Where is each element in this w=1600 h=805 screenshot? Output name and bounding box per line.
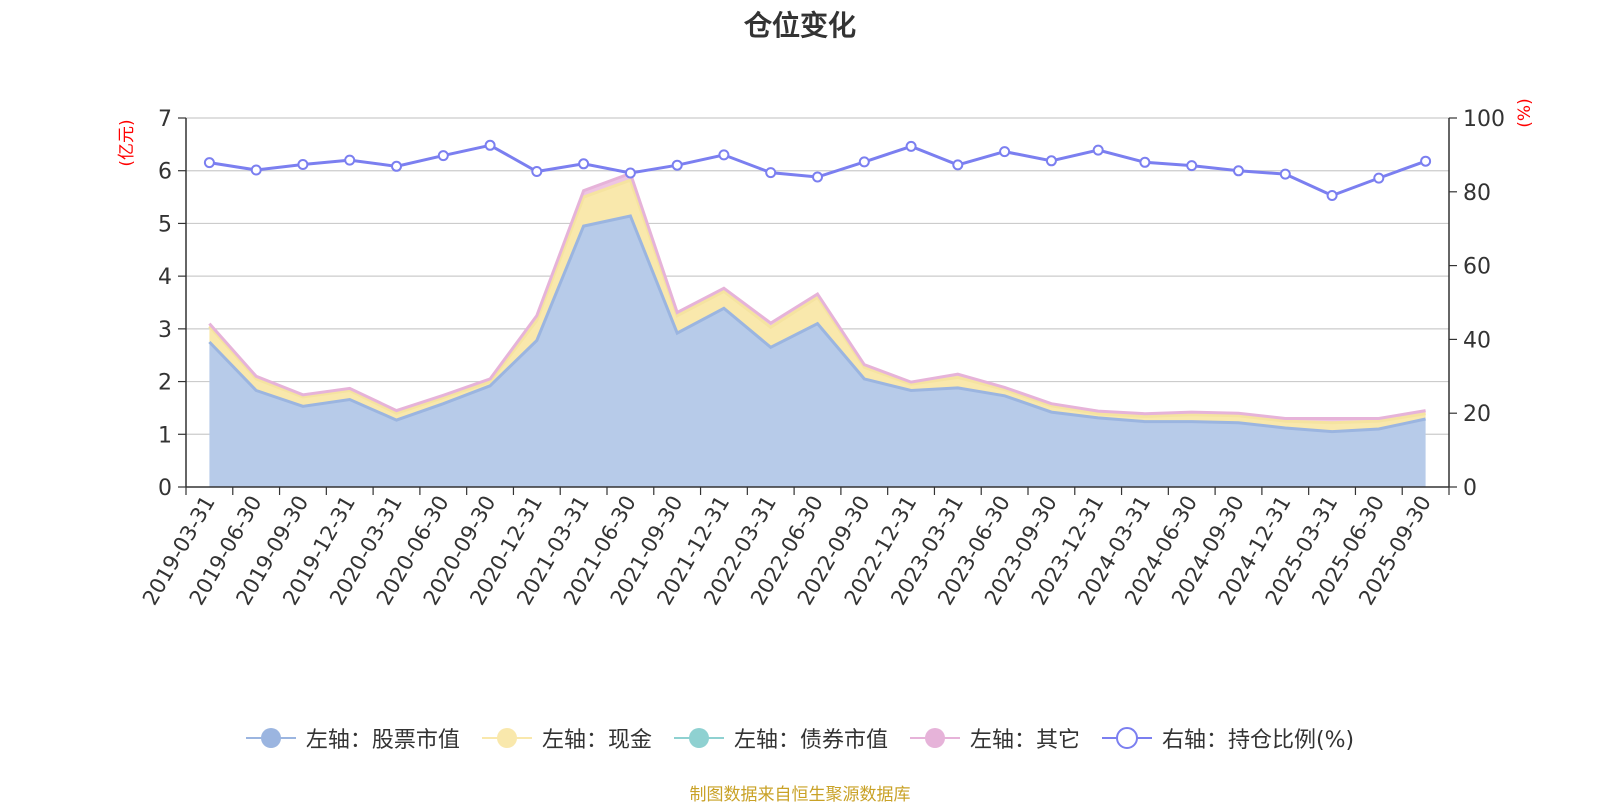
- legend-dot: [688, 728, 709, 748]
- legend-item-other[interactable]: 左轴：其它: [909, 722, 1080, 754]
- right-tick-label: 20: [1463, 402, 1491, 427]
- ratio-point: [858, 156, 870, 168]
- area-cash: [209, 180, 1426, 432]
- left-tick-label: 2: [158, 371, 172, 396]
- ratio-point: [624, 167, 636, 179]
- data-source-note: 制图数据来自恒生聚源数据库: [689, 785, 911, 805]
- legend-marker-stock: [245, 728, 296, 748]
- left-tick-label: 4: [158, 265, 172, 290]
- ratio-point: [999, 146, 1011, 158]
- ratio-point: [812, 171, 823, 183]
- left-axis-title: (亿元): [117, 119, 137, 166]
- ratio-point: [671, 159, 683, 171]
- legend-item-ratio[interactable]: 右轴：持仓比例(%): [1101, 722, 1355, 754]
- left-tick-label: 0: [158, 476, 172, 501]
- legend-marker-other: [909, 728, 960, 748]
- right-tick-label: 100: [1463, 107, 1505, 132]
- area-stock-line: [208, 214, 1426, 434]
- ratio-point: [250, 164, 262, 176]
- right-tick-label: 40: [1463, 328, 1491, 353]
- ratio-point: [1139, 156, 1151, 168]
- ratio-point: [484, 139, 496, 151]
- right-tick-label: 0: [1463, 476, 1477, 501]
- right-axis-title: (%): [1515, 98, 1535, 127]
- legend-dot: [1115, 727, 1138, 749]
- legend-item-stock[interactable]: 左轴：股票市值: [245, 722, 460, 754]
- ratio-point: [344, 154, 356, 166]
- legend-label-cash: 左轴：现金: [541, 728, 652, 753]
- area-stock: [209, 216, 1426, 487]
- left-tick-label: 3: [158, 318, 172, 343]
- ratio-point: [1326, 190, 1338, 201]
- legend-marker-ratio: [1101, 727, 1152, 749]
- ratio-point: [1092, 144, 1104, 156]
- legend-label-stock: 左轴：股票市值: [305, 728, 460, 753]
- ratio-point: [437, 150, 449, 162]
- area-other-line: [208, 171, 1426, 420]
- ratio-point: [1233, 165, 1244, 177]
- ratio-point: [1045, 155, 1057, 167]
- left-tick-label: 5: [158, 212, 172, 237]
- ratio-point: [1186, 160, 1198, 172]
- left-tick-label: 6: [158, 160, 172, 185]
- legend-dot: [496, 728, 517, 748]
- legend-dot: [924, 728, 945, 748]
- area-cash-line: [208, 178, 1426, 425]
- ratio-point: [1420, 155, 1432, 167]
- legend-item-cash[interactable]: 左轴：现金: [481, 722, 652, 754]
- left-tick-label: 1: [158, 423, 172, 448]
- legend-marker-cash: [481, 728, 532, 748]
- ratio-point: [905, 140, 917, 152]
- ratio-point: [578, 158, 590, 170]
- legend-dot: [260, 728, 281, 748]
- legend-label-bond: 左轴：债券市值: [733, 728, 888, 753]
- legend-label-other: 左轴：其它: [969, 728, 1080, 753]
- legend: 左轴：股票市值 左轴：现金 左轴：债券市值 左轴：其它 右轴：持仓比例(%): [0, 722, 1600, 754]
- right-tick-label: 80: [1463, 181, 1491, 206]
- ratio-point: [391, 160, 402, 172]
- chart-title: 仓位变化: [743, 9, 856, 42]
- ratio-point: [203, 157, 215, 169]
- ratio-point: [765, 167, 777, 179]
- ratio-point: [1373, 172, 1385, 184]
- legend-item-bond[interactable]: 左轴：债券市值: [673, 722, 888, 754]
- ratio-point: [297, 159, 309, 170]
- ratio-point: [718, 149, 730, 161]
- ratio-point: [531, 166, 543, 177]
- left-tick-label: 7: [158, 107, 172, 132]
- legend-label-ratio: 右轴：持仓比例(%): [1161, 728, 1355, 753]
- right-tick-label: 60: [1463, 255, 1491, 280]
- ratio-point: [1279, 168, 1291, 180]
- legend-marker-bond: [673, 728, 724, 748]
- ratio-point: [952, 159, 964, 171]
